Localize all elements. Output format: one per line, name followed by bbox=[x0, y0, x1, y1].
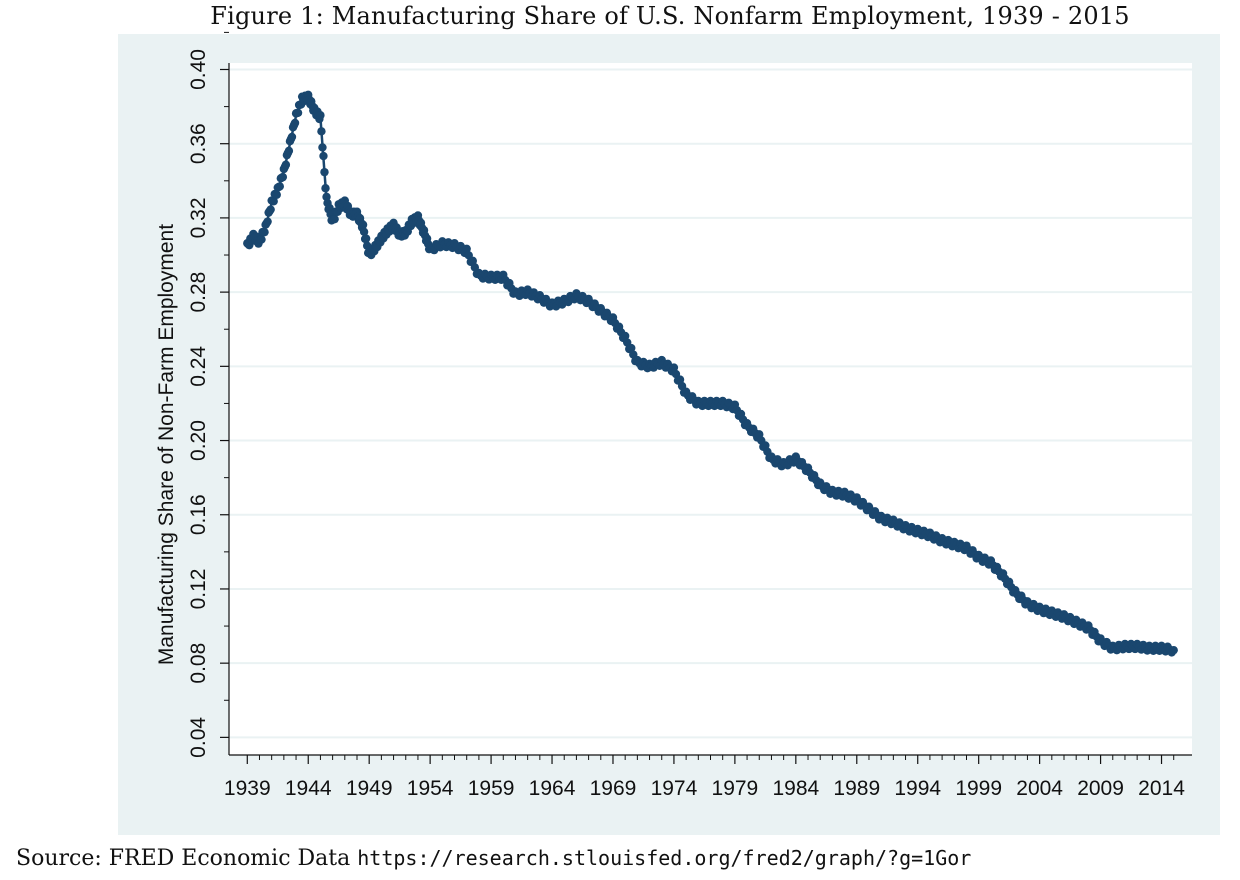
y-tick-label: 0.08 bbox=[187, 643, 210, 684]
x-tick-label: 1999 bbox=[955, 777, 1002, 800]
x-tick-label: 1964 bbox=[529, 777, 576, 800]
data-point bbox=[462, 244, 471, 254]
data-point bbox=[325, 203, 334, 213]
data-point bbox=[272, 190, 281, 199]
source-url: https://research.stlouisfed.org/fred2/gr… bbox=[357, 846, 972, 870]
gridlines bbox=[229, 68, 1192, 739]
data-point bbox=[316, 111, 325, 120]
data-point bbox=[669, 363, 679, 372]
y-tick-label: 0.28 bbox=[187, 272, 210, 313]
x-tick-label: 1984 bbox=[772, 777, 819, 800]
data-point bbox=[1169, 645, 1178, 655]
data-point bbox=[263, 217, 272, 226]
x-tick-label: 1974 bbox=[651, 777, 698, 800]
x-tick-label: 2004 bbox=[1016, 777, 1063, 800]
data-point bbox=[266, 205, 275, 214]
figure-title: Figure 1: Manufacturing Share of U.S. No… bbox=[210, 2, 1130, 30]
y-tick-label: 0.36 bbox=[187, 123, 210, 164]
source-note: Source: FRED Economic Data https://resea… bbox=[16, 846, 971, 871]
y-tick-label: 0.20 bbox=[187, 420, 210, 461]
data-point bbox=[287, 132, 297, 142]
x-tick-label: 1939 bbox=[224, 777, 271, 800]
data-point bbox=[317, 127, 326, 136]
data-point bbox=[361, 234, 371, 243]
y-tick-label: 0.40 bbox=[187, 49, 210, 90]
data-point bbox=[257, 235, 266, 244]
data-point bbox=[319, 151, 328, 161]
data-point bbox=[260, 227, 269, 237]
data-point bbox=[318, 143, 327, 152]
x-tick-label: 1959 bbox=[468, 777, 515, 800]
x-axis-ticks: 1939 1944 1949 1954 1959 1964 1969 1974 1979 1984… bbox=[224, 755, 1185, 800]
data-point bbox=[468, 256, 477, 266]
data-point bbox=[321, 184, 330, 193]
data-point bbox=[359, 227, 369, 237]
source-label: Source: FRED Economic Data bbox=[16, 846, 351, 871]
data-point bbox=[320, 167, 329, 177]
data-point bbox=[322, 192, 331, 202]
data-point bbox=[290, 118, 300, 128]
x-tick-label: 1944 bbox=[285, 777, 332, 800]
series-group bbox=[243, 90, 1178, 657]
y-axis-label: Manufacturing Share of Non-Farm Employme… bbox=[155, 224, 178, 665]
data-point bbox=[620, 331, 630, 341]
data-point bbox=[284, 146, 294, 156]
data-point bbox=[675, 375, 685, 384]
y-axis-ticks: 0.04 0.08 0.12 0.16 0.20 0.24 0.28 0.32 0.36 0.40 bbox=[187, 31, 229, 758]
y-tick-label: 0.12 bbox=[187, 569, 210, 610]
data-point bbox=[330, 214, 339, 224]
x-tick-label: 1969 bbox=[590, 777, 637, 800]
x-tick-label: 1994 bbox=[894, 777, 941, 800]
data-point bbox=[358, 220, 368, 229]
data-point bbox=[281, 160, 291, 169]
x-tick-label: 1954 bbox=[407, 777, 454, 800]
data-point bbox=[293, 108, 303, 118]
data-point bbox=[278, 172, 288, 182]
x-tick-label: 1979 bbox=[712, 777, 759, 800]
x-tick-label: 1989 bbox=[833, 777, 880, 800]
y-tick-label: 0.16 bbox=[187, 494, 210, 535]
y-tick-label: 0.32 bbox=[187, 197, 210, 238]
x-tick-label: 2014 bbox=[1138, 777, 1185, 800]
data-point bbox=[269, 197, 278, 206]
y-tick-label: 0.24 bbox=[187, 346, 210, 387]
data-point bbox=[275, 182, 284, 191]
y-tick-label: 0.04 bbox=[187, 717, 210, 758]
x-tick-label: 2009 bbox=[1077, 777, 1124, 800]
data-point bbox=[627, 343, 636, 353]
x-tick-label: 1949 bbox=[346, 777, 393, 800]
